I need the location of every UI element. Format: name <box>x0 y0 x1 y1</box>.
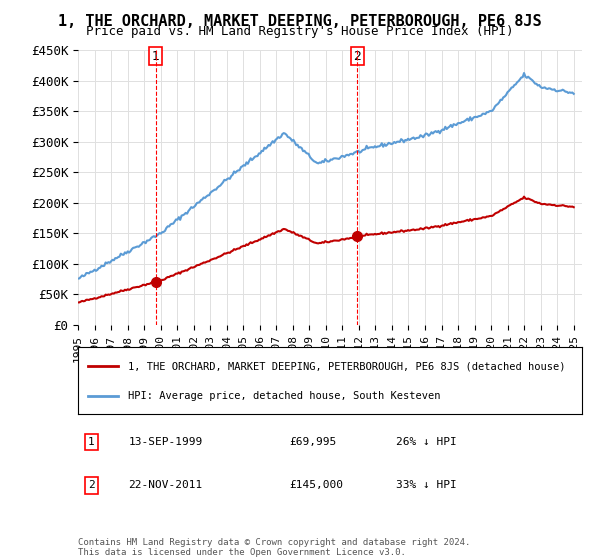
Text: 2: 2 <box>88 480 95 491</box>
Text: Contains HM Land Registry data © Crown copyright and database right 2024.
This d: Contains HM Land Registry data © Crown c… <box>78 538 470 557</box>
Text: Price paid vs. HM Land Registry's House Price Index (HPI): Price paid vs. HM Land Registry's House … <box>86 25 514 38</box>
Text: 1: 1 <box>88 437 95 447</box>
Text: 1, THE ORCHARD, MARKET DEEPING, PETERBOROUGH, PE6 8JS: 1, THE ORCHARD, MARKET DEEPING, PETERBOR… <box>58 14 542 29</box>
Text: HPI: Average price, detached house, South Kesteven: HPI: Average price, detached house, Sout… <box>128 390 441 400</box>
Text: £145,000: £145,000 <box>290 480 344 491</box>
Text: 33% ↓ HPI: 33% ↓ HPI <box>395 480 456 491</box>
Text: 26% ↓ HPI: 26% ↓ HPI <box>395 437 456 447</box>
Text: 2: 2 <box>353 50 361 63</box>
Text: £69,995: £69,995 <box>290 437 337 447</box>
Text: 13-SEP-1999: 13-SEP-1999 <box>128 437 203 447</box>
Text: 22-NOV-2011: 22-NOV-2011 <box>128 480 203 491</box>
Text: 1: 1 <box>152 50 160 63</box>
Text: 1, THE ORCHARD, MARKET DEEPING, PETERBOROUGH, PE6 8JS (detached house): 1, THE ORCHARD, MARKET DEEPING, PETERBOR… <box>128 361 566 371</box>
